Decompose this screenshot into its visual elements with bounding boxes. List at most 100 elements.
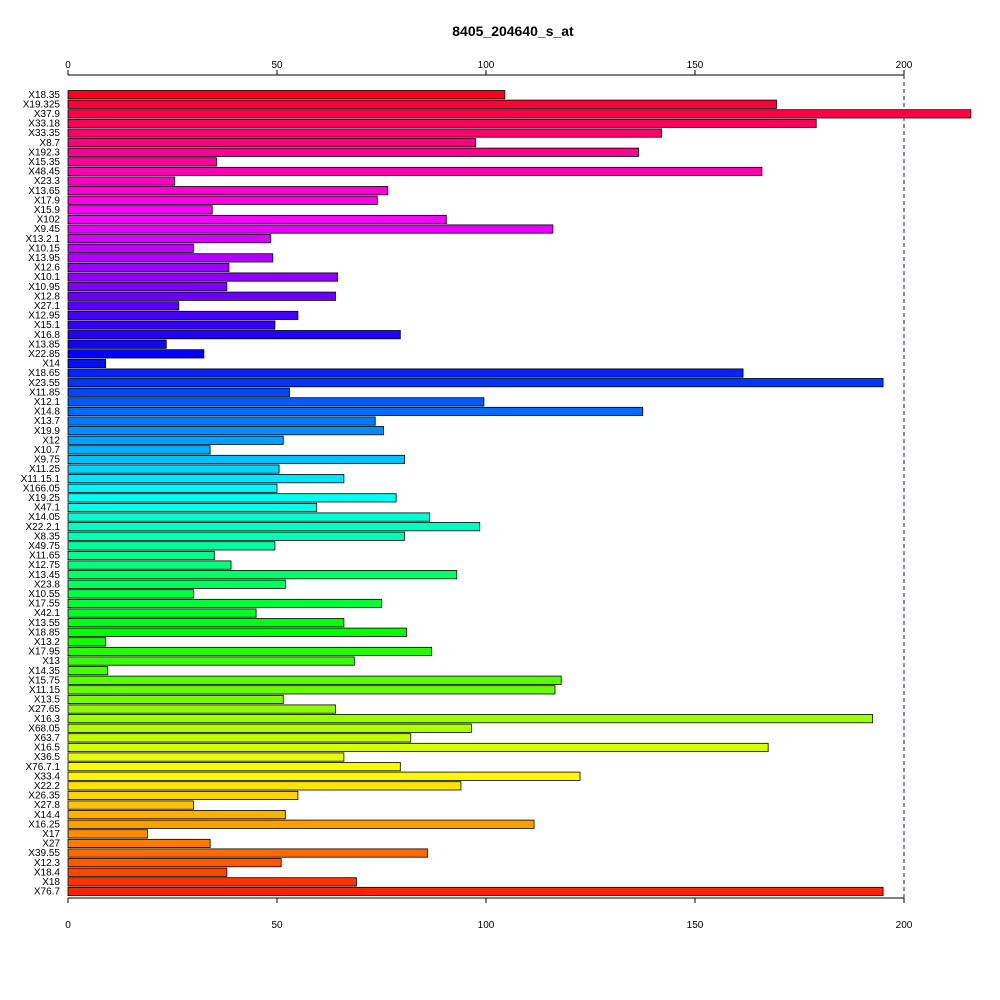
category-label: X22.2.1: [26, 522, 61, 533]
category-label: X16.8: [34, 330, 61, 341]
chart-title: 8405_204640_s_at: [452, 23, 574, 39]
bar-X11.25: [67, 464, 280, 474]
category-label: X37.9: [34, 109, 61, 120]
category-label: X14.8: [34, 407, 61, 418]
category-labels: X18.35X19.325X37.9X33.18X33.35X8.7X192.3…: [21, 90, 61, 898]
category-label: X13.5: [34, 695, 61, 706]
category-label: X13.2.1: [26, 234, 61, 245]
category-label: X9.75: [34, 455, 61, 466]
category-label: X42.1: [34, 608, 61, 619]
category-label: X23.3: [34, 176, 61, 187]
category-label: X12.6: [34, 263, 61, 274]
bar-X47.1: [67, 502, 318, 512]
bar-X166.05: [67, 483, 278, 493]
category-label: X27.8: [34, 800, 61, 811]
category-label: X11.25: [29, 464, 60, 475]
bar-X13.95: [67, 253, 274, 263]
category-label: X13.2: [34, 637, 61, 648]
category-label: X102: [37, 215, 61, 226]
category-label: X8.35: [34, 531, 61, 542]
bar-X22.2: [67, 781, 462, 791]
category-label: X12: [42, 435, 60, 446]
bar-X16.5: [67, 742, 769, 752]
bar-X27: [67, 838, 211, 848]
top-axis-tick-label: 100: [478, 60, 495, 71]
category-label: X10.55: [28, 589, 60, 600]
bar-X11.15: [67, 685, 556, 695]
bar-X26.35: [67, 790, 299, 800]
bar-X102: [67, 214, 447, 225]
bar-X13.2: [67, 637, 107, 647]
category-label: X17.9: [34, 195, 61, 206]
category-label: X23.55: [28, 378, 60, 389]
category-label: X13.55: [28, 618, 60, 629]
bar-X17.55: [67, 598, 382, 608]
category-label: X12.95: [28, 311, 60, 322]
bottom-axis-tick-label: 200: [896, 920, 913, 931]
category-label: X23.8: [34, 579, 61, 590]
bar-X42.1: [67, 608, 257, 618]
category-label: X14: [42, 359, 60, 370]
category-label: X8.7: [39, 138, 60, 149]
bar-X18.4: [67, 867, 228, 877]
category-label: X18.4: [34, 867, 61, 878]
bar-X15.35: [67, 157, 217, 167]
category-label: X39.55: [28, 848, 60, 859]
bar-X18: [67, 877, 357, 887]
top-axis-tick-label: 150: [687, 60, 704, 71]
category-label: X17.95: [28, 647, 60, 658]
category-label: X13.7: [34, 416, 61, 427]
bar-X37.9: [67, 109, 972, 119]
category-label: X33.18: [28, 119, 60, 130]
bar-X15.9: [67, 205, 213, 215]
category-label: X11.15: [29, 685, 60, 696]
category-label: X17.55: [28, 599, 60, 610]
category-label: X15.1: [34, 320, 61, 331]
bar-X13.2.1: [67, 234, 272, 244]
bar-X63.7: [67, 733, 412, 743]
bar-X13.7: [67, 416, 376, 426]
category-label: X11.15.1: [21, 474, 61, 485]
category-label: X18: [42, 877, 60, 888]
bar-X49.75: [67, 541, 276, 551]
category-label: X16.25: [28, 819, 60, 830]
category-label: X10.15: [28, 243, 60, 254]
bar-X9.75: [67, 454, 405, 464]
category-label: X76.7.1: [26, 762, 61, 773]
bar-X13: [67, 656, 355, 666]
bar-X14.4: [67, 810, 286, 820]
bar-X22.85: [67, 349, 205, 359]
bar-X13.45: [67, 570, 458, 580]
bar-X12: [67, 435, 284, 445]
category-label: X15.9: [34, 205, 61, 216]
bar-X14.05: [67, 512, 430, 522]
category-label: X18.85: [28, 627, 60, 638]
bar-X13.5: [67, 694, 284, 704]
bar-X10.55: [67, 589, 194, 599]
category-label: X68.05: [28, 723, 60, 734]
category-label: X63.7: [34, 733, 61, 744]
category-label: X14.05: [28, 512, 60, 523]
bar-X23.3: [67, 176, 175, 186]
bottom-axis-tick-label: 0: [65, 920, 71, 931]
category-label: X15.35: [28, 157, 60, 168]
bar-X23.55: [67, 378, 884, 388]
bar-X39.55: [67, 848, 428, 858]
category-label: X10.7: [34, 445, 61, 456]
bar-X27.1: [67, 301, 180, 311]
bar-X23.8: [67, 579, 286, 589]
category-label: X13.95: [28, 253, 60, 264]
bar-X18.85: [67, 627, 407, 637]
category-label: X48.45: [28, 167, 60, 178]
bars: [67, 90, 972, 896]
category-label: X47.1: [34, 503, 61, 514]
category-label: X166.05: [23, 483, 61, 494]
category-label: X15.75: [28, 675, 60, 686]
bar-X19.9: [67, 426, 384, 436]
category-label: X18.35: [28, 90, 60, 101]
category-label: X27: [42, 839, 60, 850]
bottom-axis-tick-label: 150: [687, 920, 704, 931]
category-label: X19.9: [34, 426, 61, 437]
bar-X76.7: [67, 886, 884, 896]
bar-X12.3: [67, 858, 282, 868]
